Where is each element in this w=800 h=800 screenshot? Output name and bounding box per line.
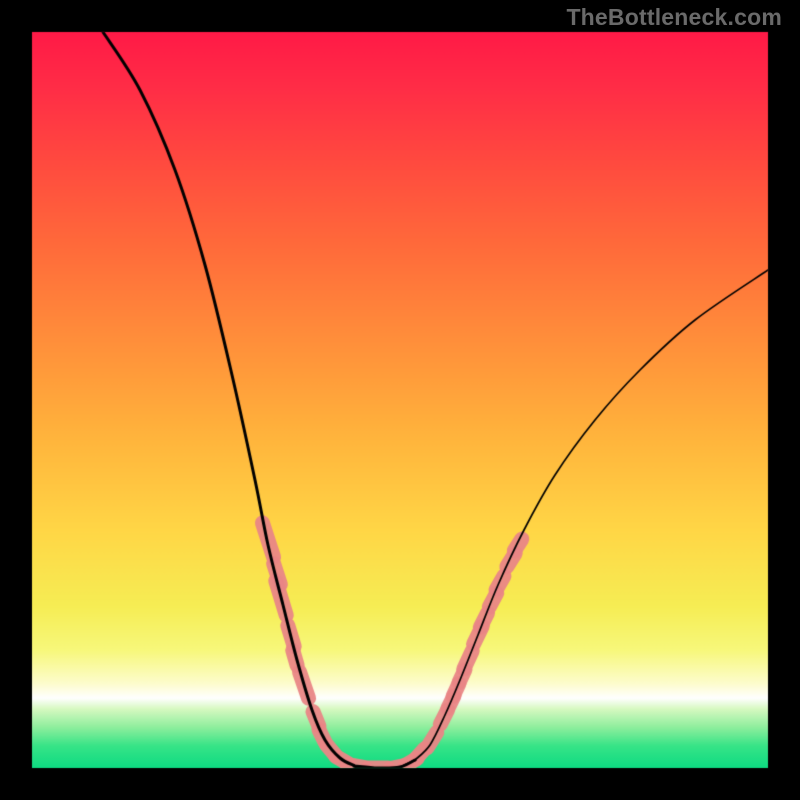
curve-canvas	[0, 0, 800, 800]
chart-stage: TheBottleneck.com	[0, 0, 800, 800]
watermark-text: TheBottleneck.com	[566, 4, 782, 31]
